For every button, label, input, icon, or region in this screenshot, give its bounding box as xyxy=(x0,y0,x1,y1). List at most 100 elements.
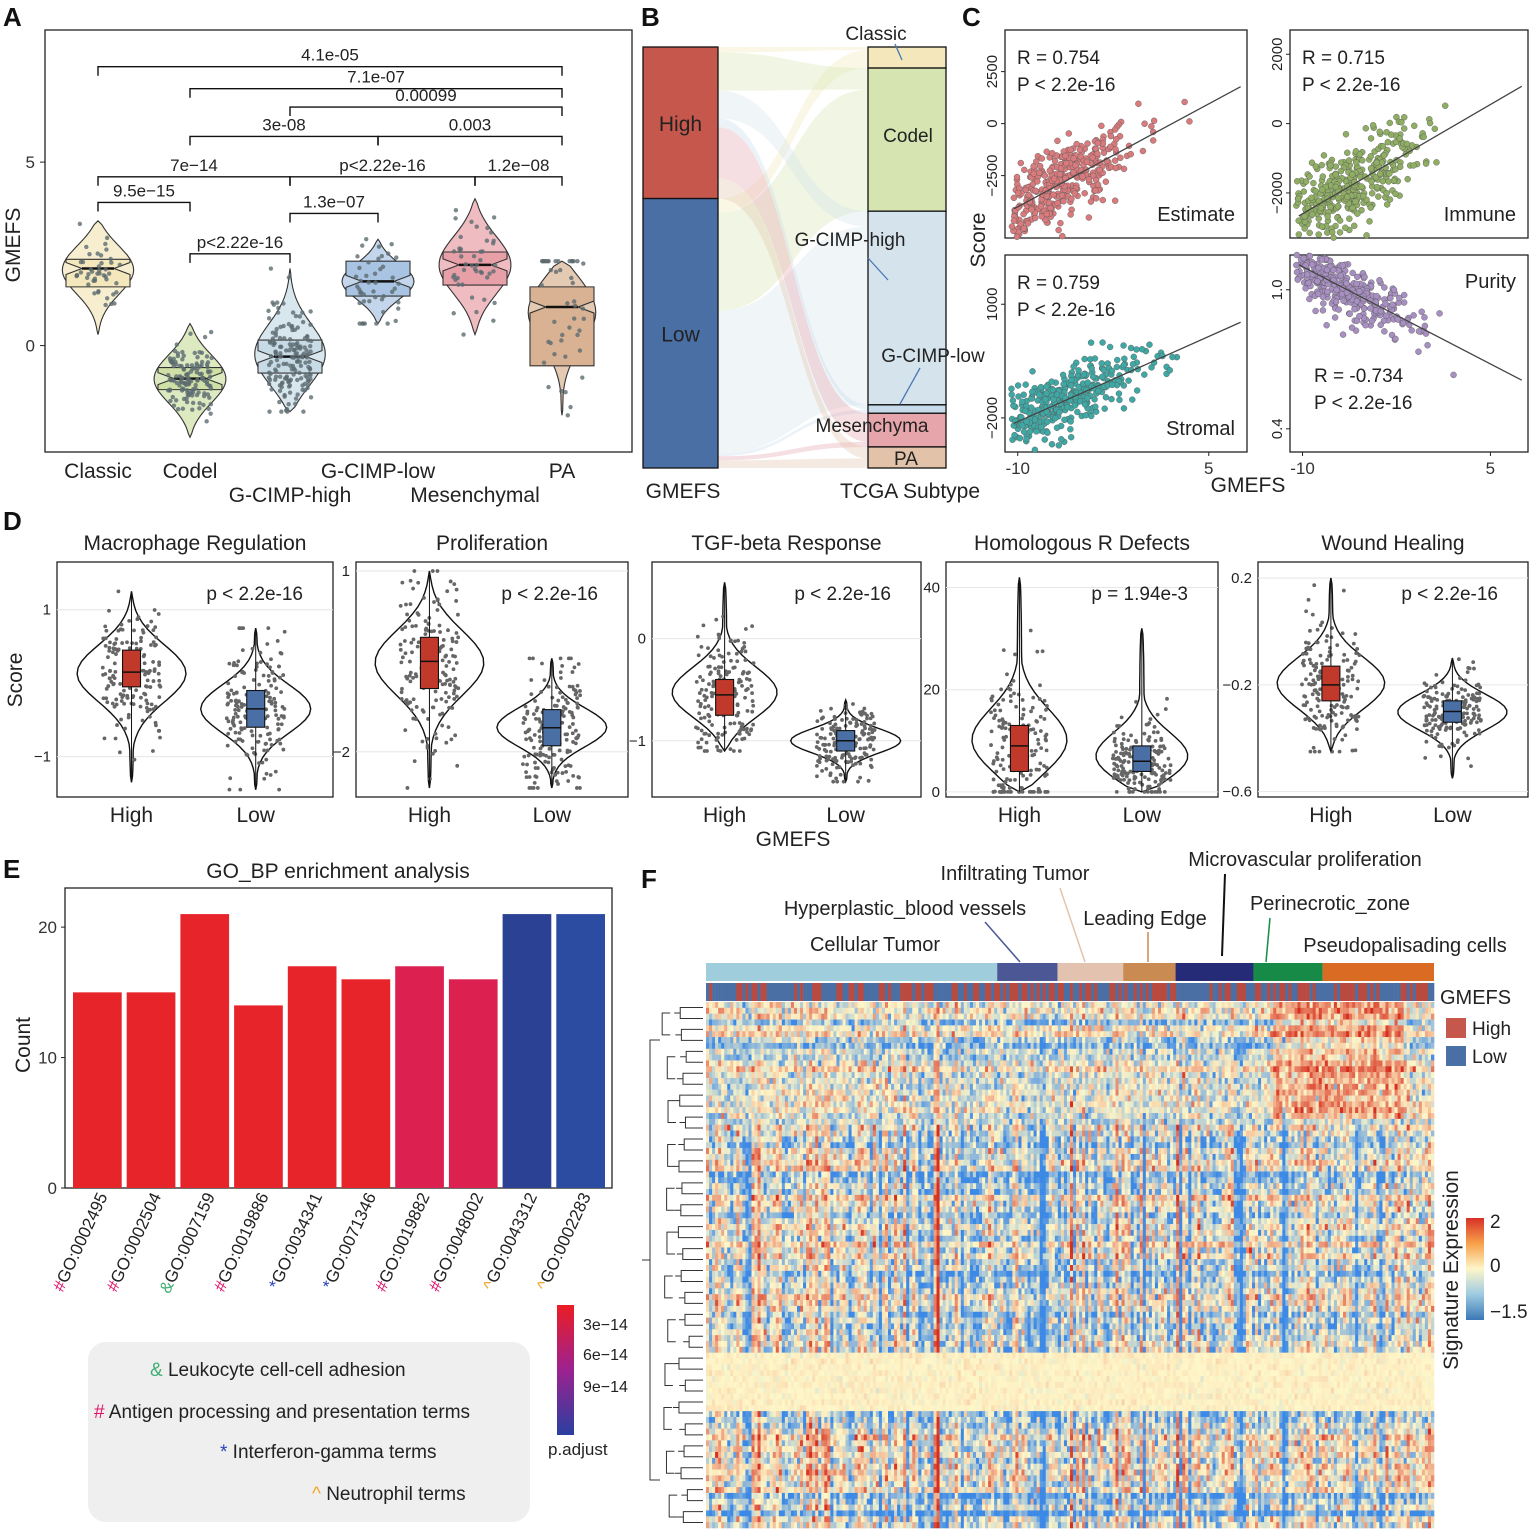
scatter-point xyxy=(1057,171,1063,177)
sankey-node-label: Low xyxy=(661,323,700,346)
sankey-node-g-cimp-low xyxy=(868,405,946,413)
data-point xyxy=(186,393,190,397)
panel-a-significance-bracket: 1.2e−08 xyxy=(475,156,562,186)
data-point xyxy=(459,235,463,239)
data-point xyxy=(472,254,476,258)
scatter-point xyxy=(1385,139,1391,145)
scatter-point xyxy=(1325,213,1331,219)
ytick-label: −2000 xyxy=(1269,172,1286,214)
panel-a-xtick-label: Codel xyxy=(163,460,218,483)
data-point xyxy=(572,316,576,320)
data-point xyxy=(266,309,270,313)
data-point xyxy=(357,301,361,305)
bracket-line xyxy=(98,67,562,76)
data-point xyxy=(492,215,496,219)
data-point xyxy=(381,310,385,314)
data-point xyxy=(373,280,377,284)
scatter-point xyxy=(1018,160,1024,166)
scatter-subplot-stromal: −20001000-10 5R = 0.759P < 2.2e-16Stromal xyxy=(984,255,1247,478)
data-point xyxy=(459,254,463,258)
data-point xyxy=(296,325,300,329)
scatter-point xyxy=(1101,367,1107,373)
scatter-subplot-immune: −200002000 R = 0.715P < 2.2e-16Immune xyxy=(1269,30,1528,241)
data-point xyxy=(309,395,313,399)
data-point xyxy=(580,375,584,379)
data-point xyxy=(299,376,303,380)
data-point xyxy=(205,354,209,358)
data-point xyxy=(103,242,107,246)
data-point xyxy=(282,393,286,397)
scatter-point xyxy=(1316,232,1322,238)
data-point xyxy=(549,268,553,272)
scatter-point xyxy=(1107,144,1113,150)
scatter-point xyxy=(1386,178,1392,184)
data-point xyxy=(385,321,389,325)
scatter-point xyxy=(1086,176,1092,182)
bracket-line xyxy=(290,107,562,116)
data-point xyxy=(109,302,113,306)
data-point xyxy=(364,237,368,241)
sankey-node-label: PA xyxy=(894,449,918,470)
data-point xyxy=(281,301,285,305)
scatter-point xyxy=(1108,133,1114,139)
scatter-point xyxy=(1031,171,1037,177)
data-point xyxy=(201,403,205,407)
data-point xyxy=(108,257,112,261)
scatter-point xyxy=(1066,130,1072,136)
scatter-point xyxy=(1072,190,1078,196)
data-point xyxy=(185,388,189,392)
scatter-point xyxy=(1071,156,1077,162)
data-point xyxy=(278,336,282,340)
data-point xyxy=(193,351,197,355)
data-point xyxy=(174,398,178,402)
data-point xyxy=(276,310,280,314)
data-point xyxy=(482,297,486,301)
data-point xyxy=(105,296,109,300)
data-point xyxy=(457,246,461,250)
data-point xyxy=(563,354,567,358)
data-point xyxy=(393,286,397,290)
data-point xyxy=(202,394,206,398)
data-point xyxy=(194,383,198,387)
data-point xyxy=(354,274,358,278)
data-point xyxy=(582,317,586,321)
scatter-point xyxy=(1344,150,1350,156)
scatter-point xyxy=(1359,157,1365,163)
data-point xyxy=(84,245,88,249)
bracket-pvalue: 7.1e-07 xyxy=(347,68,405,87)
data-point xyxy=(357,266,361,270)
data-point xyxy=(271,343,275,347)
bracket-pvalue: p<2.22e-16 xyxy=(197,233,284,252)
bracket-pvalue: 7e−14 xyxy=(170,156,218,175)
scatter-point xyxy=(1116,397,1122,403)
scatter-point xyxy=(1427,120,1433,126)
data-point xyxy=(366,260,370,264)
scatter-point xyxy=(1377,129,1383,135)
scatter-point xyxy=(1319,162,1325,168)
scatter-point xyxy=(1064,404,1070,410)
data-point xyxy=(546,385,550,389)
data-point xyxy=(294,314,298,318)
panel-c-scatter-plots: −250002500 R = 0.754P < 2.2e-16Estimate−2… xyxy=(967,30,1528,497)
data-point xyxy=(389,242,393,246)
data-point xyxy=(269,266,273,270)
data-point xyxy=(452,311,456,315)
scatter-point xyxy=(1398,119,1404,125)
bracket-pvalue: 9.5e−15 xyxy=(113,181,175,200)
data-point xyxy=(308,309,312,313)
data-point xyxy=(489,230,493,234)
scatter-point xyxy=(1112,126,1118,132)
data-point xyxy=(172,403,176,407)
scatter-point xyxy=(1068,211,1074,217)
data-point xyxy=(290,328,294,332)
data-point xyxy=(281,324,285,328)
scatter-point xyxy=(1331,235,1337,241)
data-point xyxy=(371,289,375,293)
data-point xyxy=(559,338,563,342)
panel-a-significance-bracket: 0.003 xyxy=(378,115,562,145)
data-point xyxy=(542,361,546,365)
scatter-point xyxy=(1423,161,1429,167)
scatter-point xyxy=(1387,196,1393,202)
data-point xyxy=(581,306,585,310)
